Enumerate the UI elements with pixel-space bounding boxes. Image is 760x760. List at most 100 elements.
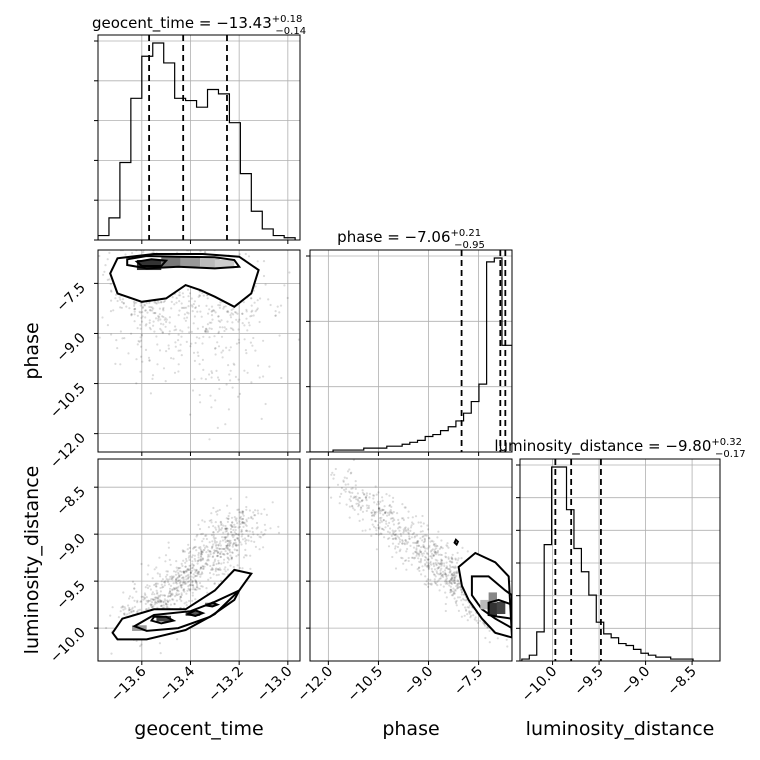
sample-point [449, 588, 453, 591]
sample-point [133, 583, 136, 586]
sample-point [163, 606, 166, 609]
sample-point [370, 534, 373, 538]
sample-point [214, 347, 217, 350]
sample-point [392, 517, 395, 520]
sample-point [130, 314, 133, 317]
sample-point [217, 573, 220, 576]
sample-point [178, 593, 181, 596]
sample-point [453, 578, 456, 581]
sample-point [175, 599, 178, 602]
sample-point [226, 310, 229, 313]
sample-point [217, 568, 220, 571]
sample-point [355, 502, 358, 505]
sample-point [249, 297, 253, 300]
sample-point [170, 357, 173, 360]
sample-point [212, 525, 215, 528]
sample-point [106, 258, 109, 261]
sample-point [456, 551, 459, 555]
sample-point [235, 519, 238, 522]
sample-point [464, 606, 467, 609]
sample-point [388, 512, 391, 515]
sample-point [229, 541, 232, 545]
sample-point [220, 547, 223, 550]
sample-point [175, 586, 178, 589]
sample-point [177, 573, 180, 576]
sample-point [396, 545, 399, 549]
sample-point [166, 603, 169, 606]
sample-point [149, 392, 152, 395]
sample-point [447, 556, 450, 559]
sample-point [432, 544, 436, 547]
sample-point [374, 526, 377, 530]
sample-point [224, 536, 227, 539]
sample-point [158, 315, 161, 319]
sample-point [220, 522, 223, 525]
sample-point [219, 520, 222, 523]
sample-point [173, 329, 176, 332]
sample-point [218, 547, 221, 551]
sample-point [185, 306, 188, 309]
sample-point [385, 522, 388, 525]
sample-point [197, 556, 200, 559]
sample-point [445, 566, 449, 570]
sample-point [450, 590, 453, 593]
sample-point [221, 572, 224, 575]
sample-point [156, 363, 159, 366]
sample-point [450, 561, 453, 564]
sample-point [422, 545, 426, 548]
sample-point [235, 342, 238, 345]
sample-point [202, 557, 205, 560]
sample-point [228, 548, 231, 551]
sample-point [237, 328, 240, 331]
sample-point [241, 522, 245, 525]
sample-point [158, 556, 161, 559]
sample-point [201, 567, 205, 570]
sample-point [427, 564, 430, 567]
sample-point [246, 329, 249, 332]
sample-point [451, 553, 454, 556]
sample-point [164, 575, 168, 578]
sample-point [162, 300, 165, 304]
sample-point [133, 302, 136, 306]
sample-point [178, 291, 181, 294]
sample-point [382, 513, 385, 516]
sample-point [130, 313, 133, 316]
sample-point [207, 578, 210, 581]
sample-point [178, 575, 181, 578]
sample-point [241, 521, 244, 524]
sample-point [263, 508, 266, 511]
sample-point [450, 582, 453, 586]
sample-point [150, 603, 153, 606]
sample-point [444, 573, 447, 576]
sample-point [187, 587, 190, 590]
sample-point [401, 539, 404, 542]
sample-point [452, 592, 455, 596]
sample-point [211, 371, 214, 375]
sample-point [195, 569, 198, 572]
sample-point [241, 312, 244, 315]
sample-point [354, 480, 357, 483]
sample-point [132, 609, 135, 613]
sample-point [441, 547, 444, 550]
sample-point [236, 549, 239, 552]
sample-point [355, 498, 358, 501]
sample-point [225, 544, 228, 547]
sample-point [181, 330, 184, 333]
sample-point [202, 537, 205, 540]
sample-point [408, 537, 411, 540]
sample-point [221, 547, 225, 551]
sample-point [452, 572, 455, 575]
sample-point [437, 553, 440, 556]
sample-point [429, 555, 432, 558]
sample-point [233, 534, 236, 537]
sample-point [201, 540, 204, 543]
sample-point [391, 512, 394, 515]
sample-point [405, 530, 408, 533]
sample-point [247, 535, 250, 538]
sample-point [445, 581, 448, 584]
sample-point [222, 553, 225, 556]
sample-point [219, 544, 222, 547]
sample-point [239, 511, 242, 514]
sample-point [215, 543, 218, 546]
title-luminosity-distance-name: luminosity_distance [494, 437, 643, 456]
